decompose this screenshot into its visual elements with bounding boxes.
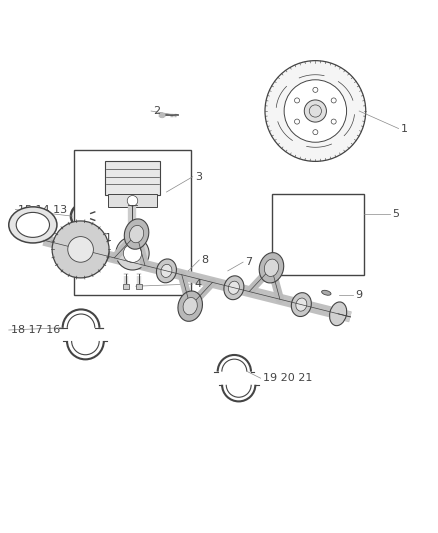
Text: 1: 1	[401, 124, 408, 134]
FancyBboxPatch shape	[107, 194, 157, 207]
Circle shape	[68, 237, 93, 262]
Ellipse shape	[224, 276, 244, 300]
Ellipse shape	[228, 281, 240, 294]
Text: 2: 2	[153, 106, 160, 116]
Ellipse shape	[89, 242, 109, 266]
Circle shape	[313, 87, 318, 92]
Text: 10: 10	[129, 246, 143, 256]
Circle shape	[265, 61, 366, 161]
Circle shape	[313, 130, 318, 135]
Text: 6: 6	[11, 220, 18, 230]
Circle shape	[116, 237, 149, 270]
Ellipse shape	[329, 302, 347, 326]
Circle shape	[127, 196, 138, 206]
Circle shape	[294, 98, 300, 103]
Ellipse shape	[9, 207, 57, 243]
Circle shape	[124, 244, 141, 263]
Text: 5: 5	[392, 209, 399, 219]
Circle shape	[294, 119, 300, 124]
Text: 4: 4	[195, 279, 202, 289]
Text: 9: 9	[355, 290, 362, 300]
Ellipse shape	[161, 264, 172, 278]
Text: 15 14 13: 15 14 13	[18, 205, 67, 215]
Circle shape	[52, 221, 109, 278]
Ellipse shape	[296, 298, 307, 311]
FancyBboxPatch shape	[272, 194, 364, 275]
Text: 11: 11	[99, 233, 113, 243]
Text: 3: 3	[195, 172, 202, 182]
Ellipse shape	[321, 290, 331, 295]
Ellipse shape	[259, 253, 284, 283]
Ellipse shape	[124, 219, 149, 249]
Ellipse shape	[93, 247, 105, 261]
Text: 18 17 16: 18 17 16	[11, 325, 60, 335]
Ellipse shape	[291, 293, 311, 317]
Text: 7: 7	[245, 257, 252, 267]
FancyBboxPatch shape	[136, 285, 142, 289]
Circle shape	[304, 100, 326, 122]
Text: 8: 8	[201, 255, 208, 265]
Ellipse shape	[156, 259, 177, 283]
Polygon shape	[159, 113, 165, 118]
FancyBboxPatch shape	[74, 150, 191, 295]
Circle shape	[331, 119, 336, 124]
Ellipse shape	[178, 291, 202, 321]
Circle shape	[284, 80, 346, 142]
FancyBboxPatch shape	[123, 285, 129, 289]
Text: 19 20 21: 19 20 21	[263, 373, 312, 383]
Ellipse shape	[130, 225, 144, 243]
Ellipse shape	[265, 259, 279, 277]
Ellipse shape	[183, 297, 197, 315]
Circle shape	[331, 98, 336, 103]
Ellipse shape	[16, 213, 49, 237]
FancyBboxPatch shape	[105, 160, 159, 195]
